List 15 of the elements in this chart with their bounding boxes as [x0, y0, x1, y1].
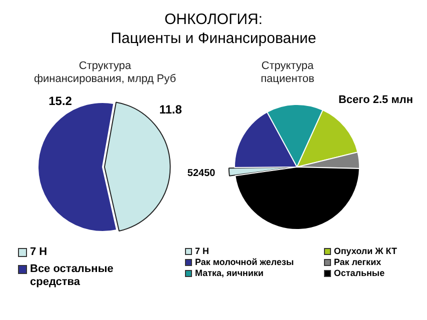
chart-subtitle: Структура пациентов — [260, 60, 316, 86]
data-label: 52450 — [187, 168, 216, 179]
text: Всего 2.5 млн — [338, 94, 413, 106]
legend-label: Матка, яичники — [195, 268, 264, 279]
legend-label: Остальные — [334, 268, 385, 279]
legend-label: 7 Н — [195, 246, 210, 257]
chart-subtitle: Структура финансирования, млрд Руб — [32, 60, 178, 86]
legend-label: 7 Н — [30, 246, 48, 259]
legend-label: Опухоли Ж КТ — [334, 246, 398, 257]
text: ОНКОЛОГИЯ: Пациенты и Финансирование — [110, 10, 318, 48]
legend-label: Рак молочной железы — [195, 257, 294, 268]
legend-label: Рак легких — [334, 257, 382, 268]
data-label: 11.8 — [159, 102, 182, 117]
legend-label: Все остальные средства — [30, 263, 114, 289]
data-label: 15.2 — [48, 94, 72, 108]
